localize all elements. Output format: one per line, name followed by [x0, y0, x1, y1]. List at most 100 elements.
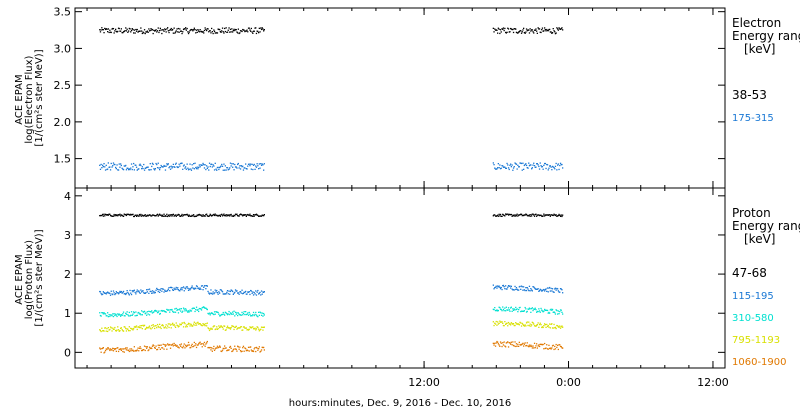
data-point	[528, 308, 530, 310]
data-point	[166, 308, 168, 311]
data-point	[151, 162, 154, 164]
data-point	[172, 166, 174, 168]
data-point	[222, 328, 224, 330]
data-point	[100, 351, 102, 353]
data-point	[234, 289, 237, 291]
data-point	[221, 27, 224, 29]
data-point	[544, 162, 546, 165]
data-point	[537, 27, 539, 29]
data-point	[196, 166, 198, 168]
data-point	[109, 294, 112, 296]
data-point	[520, 162, 523, 165]
data-point	[143, 292, 146, 294]
data-point	[200, 308, 202, 310]
data-point	[545, 347, 547, 349]
data-point	[214, 213, 216, 215]
data-point	[245, 313, 247, 316]
data-point	[146, 30, 148, 32]
data-point	[173, 311, 175, 313]
data-point	[494, 286, 497, 288]
data-point	[126, 213, 128, 215]
data-point	[216, 215, 219, 217]
data-point	[512, 323, 515, 325]
data-point	[151, 290, 154, 292]
data-point	[187, 322, 190, 324]
data-point	[530, 344, 532, 346]
data-point	[141, 310, 143, 312]
data-point	[178, 289, 180, 292]
data-point	[496, 340, 498, 343]
data-point	[505, 323, 507, 325]
data-point	[138, 326, 141, 329]
data-point	[528, 325, 531, 327]
data-point	[159, 348, 161, 350]
data-point	[213, 345, 215, 348]
data-point	[212, 313, 214, 315]
data-point	[154, 327, 156, 330]
data-point	[246, 329, 248, 331]
data-point	[217, 347, 219, 349]
data-point	[134, 32, 136, 34]
data-point	[560, 164, 562, 166]
data-point	[102, 347, 104, 349]
data-point	[148, 310, 150, 312]
data-point	[144, 313, 146, 315]
data-point	[250, 290, 252, 292]
data-point	[103, 213, 105, 215]
data-point	[542, 30, 544, 32]
data-point	[109, 214, 112, 217]
data-point	[160, 344, 162, 346]
data-point	[523, 310, 525, 312]
data-point	[208, 313, 210, 315]
data-point	[534, 325, 536, 327]
data-point	[549, 327, 551, 329]
data-point	[223, 32, 225, 34]
data-point	[208, 30, 211, 32]
data-point	[199, 341, 201, 343]
data-point	[228, 310, 230, 313]
data-point	[145, 327, 147, 330]
data-point	[248, 291, 250, 293]
data-point	[164, 327, 166, 329]
data-point	[515, 306, 517, 309]
data-point	[107, 347, 109, 349]
data-point	[543, 213, 545, 215]
data-point	[499, 164, 501, 166]
data-point	[113, 292, 115, 294]
data-point	[203, 167, 206, 169]
data-point	[170, 286, 172, 289]
data-point	[174, 344, 176, 346]
data-point	[107, 162, 109, 164]
data-point	[175, 162, 177, 164]
data-point	[226, 31, 228, 33]
data-point	[549, 347, 551, 350]
data-point	[499, 168, 502, 170]
data-point	[112, 315, 115, 318]
data-point	[169, 309, 172, 311]
data-point	[540, 214, 542, 216]
data-point	[235, 213, 237, 216]
data-point	[541, 166, 543, 168]
data-point	[506, 213, 508, 215]
data-point	[126, 328, 128, 330]
data-point	[150, 347, 152, 349]
data-point	[527, 345, 529, 347]
data-point	[189, 325, 191, 327]
data-point	[113, 32, 115, 34]
data-point	[205, 213, 207, 216]
data-point	[518, 286, 520, 288]
data-point	[119, 213, 121, 215]
data-point	[535, 288, 537, 290]
data-point	[221, 30, 223, 32]
data-point	[237, 327, 239, 329]
data-point	[251, 31, 253, 33]
data-point	[207, 312, 209, 315]
data-point	[260, 349, 263, 351]
data-point	[148, 325, 151, 327]
data-point	[107, 214, 109, 216]
data-point	[529, 290, 531, 292]
data-point	[543, 164, 545, 166]
data-point	[173, 27, 175, 29]
data-point	[525, 345, 527, 347]
data-point	[554, 345, 556, 348]
